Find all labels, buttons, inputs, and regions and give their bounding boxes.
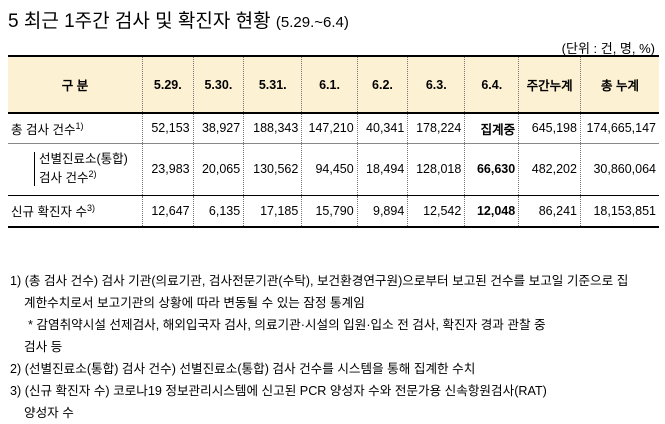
row-label: 총 검사 건수1) [8,113,143,144]
row-label: 신규 확진자 수3) [8,195,143,228]
footnote: 3) (신규 확진자 수) 코로나19 정보관리시스템에 신고된 PCR 양성자… [10,384,547,398]
table-cell: 40,341 [356,113,408,144]
header-date: 5.30. [192,55,244,114]
header-date: 6.1. [301,55,358,114]
table-cell: 94,450 [301,143,358,196]
footnote: 2) (선별진료소(통합) 검사 건수) 선별진료소(통합) 검사 건수를 시스… [10,362,476,376]
table-cell: 18,494 [356,143,408,196]
table-cell: 18,153,851 [579,195,659,228]
table-cell: 128,018 [407,143,465,196]
table-cell: 9,894 [356,195,408,228]
table-cell: 12,542 [407,195,465,228]
section-title-text: 최근 1주간 검사 및 확진자 현황 [23,11,271,32]
footnote-continuation: 계한수치로서 보고기관의 상황에 따라 변동될 수 있는 잠정 통계임 [24,296,365,310]
table-cell: 86,241 [518,195,581,228]
table-cell: 188,343 [243,113,302,144]
footnote-asterisk: * 감염취약시설 선제검사, 해외입국자 검사, 의료기관·시설의 입원·입소 … [28,318,546,332]
header-cumulative-total: 총 누계 [579,55,659,114]
table-cell: 23,983 [142,143,194,196]
header-category: 구 분 [8,55,143,114]
section-number: 5 [8,11,19,32]
table-row: 선별진료소(통합) 검사 건수2) 23,983 20,065 130,562 … [8,143,659,196]
table-cell: 66,630 [464,143,519,196]
table-row: 총 검사 건수1) 52,153 38,927 188,343 147,210 … [8,113,659,144]
footnotes: 1) (총 검사 건수) 검사 기관(의료기관, 검사전문기관(수탁), 보건환… [10,270,658,424]
table-cell: 482,202 [518,143,581,196]
table-cell: 130,562 [243,143,302,196]
table-cell: 집계중 [464,113,519,144]
table-cell: 147,210 [301,113,358,144]
table-row: 신규 확진자 수3) 12,647 6,135 17,185 15,790 9,… [8,195,659,228]
weekly-test-table: 구 분 5.29. 5.30. 5.31. 6.1. 6.2. 6.3. 6.4… [8,55,659,228]
table-cell: 38,927 [192,113,244,144]
table-cell: 12,647 [142,195,194,228]
header-date: 5.29. [142,55,194,114]
footnote-marker: 1) [75,120,84,131]
table-cell: 645,198 [518,113,581,144]
table-cell: 12,048 [464,195,519,228]
header-weekly-total: 주간누계 [518,55,581,114]
row-label: 선별진료소(통합) 검사 건수2) [8,143,143,196]
table-cell: 20,065 [192,143,244,196]
unit-label: (단위 : 건, 명, %) [561,41,655,56]
header-date: 6.2. [356,55,408,114]
footnote-continuation: 양성자 수 [24,406,74,420]
header-row: 구 분 5.29. 5.30. 5.31. 6.1. 6.2. 6.3. 6.4… [8,55,659,114]
footnote: 1) (총 검사 건수) 검사 기관(의료기관, 검사전문기관(수탁), 보건환… [10,274,629,288]
date-range: (5.29.~6.4) [275,14,349,31]
table-cell: 6,135 [192,195,244,228]
footnote-marker: 3) [86,203,95,214]
table-cell: 174,665,147 [579,113,659,144]
header-date: 5.31. [243,55,302,114]
header-date: 6.4. [464,55,519,114]
section-title: 5 최근 1주간 검사 및 확진자 현황 (5.29.~6.4) [8,6,349,33]
table-cell: 15,790 [301,195,358,228]
table-cell: 30,860,064 [579,143,659,196]
footnote-marker: 2) [88,168,97,179]
table-cell: 52,153 [142,113,194,144]
table-cell: 17,185 [243,195,302,228]
header-date: 6.3. [407,55,465,114]
table-cell: 178,224 [407,113,465,144]
footnote-continuation: 검사 등 [24,340,63,354]
